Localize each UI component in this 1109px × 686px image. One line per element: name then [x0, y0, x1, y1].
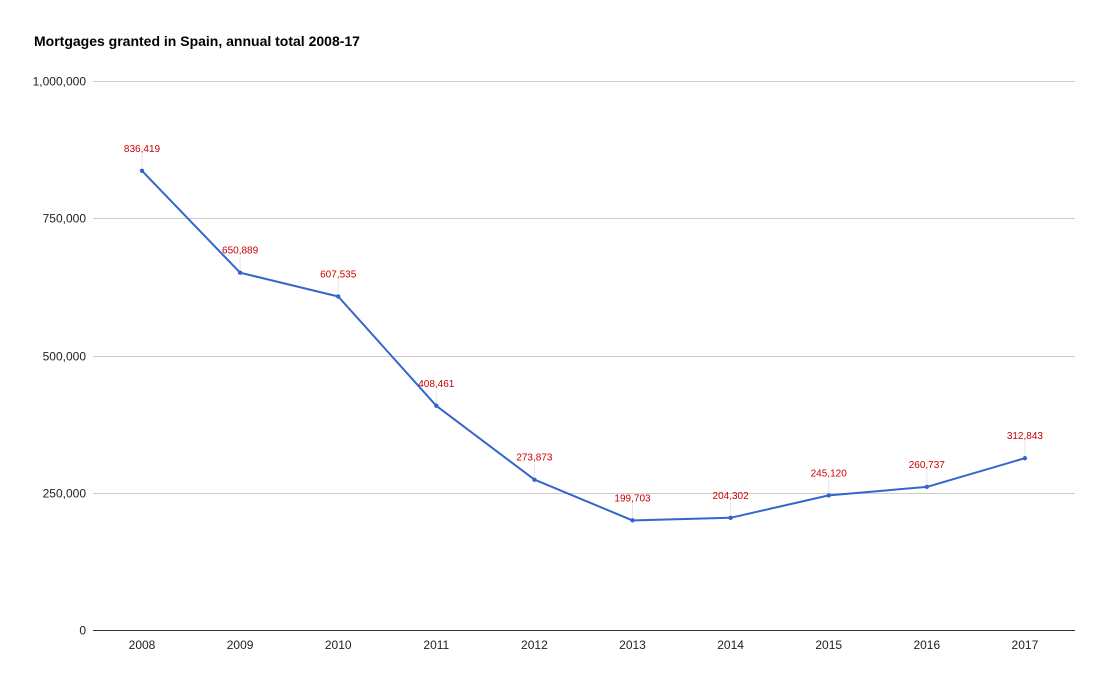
series: [139, 168, 1028, 523]
data-label-2012: 273,873: [516, 453, 553, 464]
data-label-2011: 408,461: [418, 379, 455, 390]
x-tick-label: 2009: [227, 638, 254, 652]
data-label-2016: 260,737: [909, 460, 946, 471]
data-point-2016: [924, 484, 929, 490]
gridlines: [93, 81, 1075, 494]
x-tick-label: 2017: [1012, 638, 1039, 652]
data-label-leaders: [141, 154, 1026, 518]
axes: 0 250,000 500,000 750,000 1,000,000 2008 2009 2…: [33, 75, 1075, 652]
data-label-2009: 650,889: [222, 246, 259, 257]
data-point-2014: [728, 515, 733, 521]
data-label-2015: 245,120: [811, 468, 848, 479]
data-label-2014: 204,302: [713, 491, 750, 502]
x-tick-label: 2010: [325, 638, 352, 652]
y-tick-label: 750,000: [43, 212, 87, 226]
series-line: [141, 170, 1026, 522]
data-point-2013: [630, 518, 635, 523]
x-tick-label: 2013: [619, 638, 646, 652]
x-tick-label: 2015: [815, 638, 842, 652]
data-point-2011: [434, 403, 439, 408]
x-tick-label: 2011: [423, 638, 449, 652]
x-tick-label: 2008: [129, 638, 156, 652]
y-tick-label: 250,000: [43, 487, 87, 501]
data-label-2013: 199,703: [614, 493, 651, 504]
data-label-2017: 312,843: [1007, 431, 1044, 442]
data-point-2008: [139, 168, 145, 174]
y-tick-label: 0: [79, 624, 86, 638]
data-label-2010: 607,535: [320, 269, 357, 280]
x-tick-label: 2014: [717, 638, 744, 652]
data-point-2017: [1022, 456, 1028, 461]
data-labels: 836,419 650,889 607,535 408,461 273,873 199,7…: [124, 144, 1043, 505]
data-label-2008: 836,419: [124, 144, 161, 155]
data-point-2010: [336, 294, 341, 299]
data-point-2015: [826, 493, 831, 498]
x-tick-label: 2016: [913, 638, 940, 652]
y-tick-label: 500,000: [43, 350, 87, 364]
chart-title: Mortgages granted in Spain, annual total…: [34, 33, 360, 49]
y-tick-label: 1,000,000: [33, 75, 87, 89]
data-point-2012: [532, 477, 537, 482]
data-point-2009: [237, 270, 243, 275]
x-tick-label: 2012: [521, 638, 548, 652]
